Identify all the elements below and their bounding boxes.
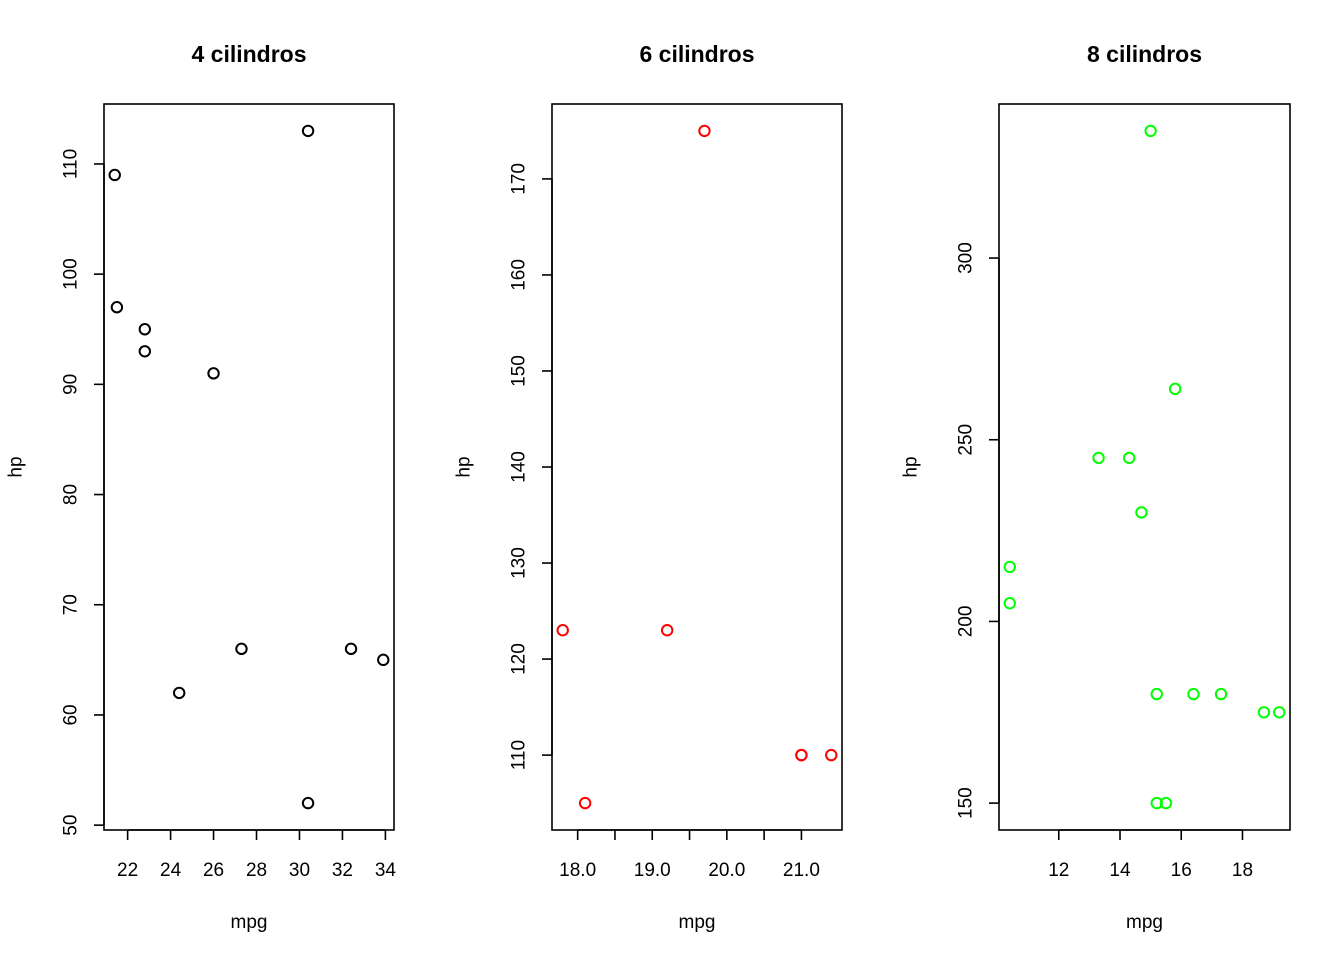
panel-3-data-point xyxy=(1135,506,1148,519)
panel-1-y-tick-label: 50 xyxy=(61,815,82,836)
panel-1-x-axis-label: mpg xyxy=(231,912,268,933)
panel-2-data-point xyxy=(825,748,838,762)
panel-3-plot-box xyxy=(998,103,1291,831)
panel-1-x-tick-label: 30 xyxy=(289,860,310,881)
panel-1-x-tick-label: 22 xyxy=(117,860,138,881)
panel-1-y-axis-label: hp xyxy=(6,456,27,477)
panel-1-y-tick-label: 80 xyxy=(61,484,82,505)
panel-2-x-tick-label: 20.0 xyxy=(708,860,745,881)
panel-3-data-point xyxy=(1150,687,1163,701)
panel-1-plot-box xyxy=(103,103,395,831)
panel-1-x-tick-label: 32 xyxy=(332,860,353,881)
panel-2-y-tick-label: 110 xyxy=(509,740,530,770)
panel-1-data-point xyxy=(138,323,152,336)
panel-3-title: 8 cilindros xyxy=(1087,41,1202,67)
panel-3-data-point xyxy=(1092,451,1105,465)
panel-3-data-point xyxy=(1273,706,1286,719)
panel-2-x-axis-label: mpg xyxy=(679,912,716,933)
panel-1-data-point xyxy=(301,796,315,810)
panel-3-data-point xyxy=(1150,796,1163,810)
panel-2-y-tick-label: 170 xyxy=(509,163,530,195)
panel-1-x-tick-label: 34 xyxy=(375,860,397,881)
panel-1-y-tick-label: 110 xyxy=(61,149,82,179)
panel-2-data-point xyxy=(698,124,711,138)
panel-2-x-tick-label: 19.0 xyxy=(634,860,671,881)
panel-1-x-tick-label: 26 xyxy=(203,860,224,881)
panel-2-data-point xyxy=(795,748,808,762)
panel-2-x-tick-label: 18.0 xyxy=(559,860,596,881)
panel-2-data-point xyxy=(660,624,674,637)
panel-1-data-point xyxy=(172,686,186,700)
panel-1-x-tick-label: 24 xyxy=(160,860,182,881)
panel-3-x-tick-label: 18 xyxy=(1232,860,1253,881)
panel-3-x-axis-label: mpg xyxy=(1126,912,1163,933)
panel-2-x-tick-label: 21.0 xyxy=(783,860,820,881)
panel-3-data-point xyxy=(1187,687,1200,701)
panel-1-data-point xyxy=(207,367,220,380)
panel-1-title: 4 cilindros xyxy=(191,41,306,67)
panel-1-data-point xyxy=(235,642,248,656)
panel-2-y-axis-label: hp xyxy=(454,456,475,477)
panel-1-data-point xyxy=(108,168,121,182)
panel-3-data-point xyxy=(1168,382,1182,396)
panel-3-y-axis-label: hp xyxy=(901,456,922,477)
panel-1-y-tick-label: 60 xyxy=(61,704,82,725)
panel-1: 4 cilindros 22 24 26 28 30 32 34 50 60 70 80 90 100 11… xyxy=(6,41,397,933)
panel-2-y-tick-label: 160 xyxy=(509,259,530,291)
panel-1-data-point xyxy=(110,301,124,314)
panel-3-x-tick-label: 12 xyxy=(1048,860,1069,881)
panel-3-data-point xyxy=(1257,706,1271,719)
panel-2-data-point xyxy=(556,624,569,637)
panel-2-title: 6 cilindros xyxy=(639,41,754,67)
panel-3-data-point xyxy=(1122,451,1136,465)
panel-3-x-tick-label: 14 xyxy=(1109,860,1131,881)
panel-2-y-tick-label: 120 xyxy=(509,643,530,675)
panel-3-data-point xyxy=(1214,687,1228,701)
panel-3-data-point xyxy=(1003,597,1016,610)
panel-1-y-tick-label: 90 xyxy=(61,374,82,395)
panel-3-y-tick-label: 300 xyxy=(956,242,977,274)
panel-1-y-tick-label: 70 xyxy=(61,594,82,615)
panel-1-data-point xyxy=(344,642,358,656)
panel-3-data-point xyxy=(1003,560,1016,574)
panel-2-y-tick-label: 150 xyxy=(509,355,530,387)
panel-1-data-point xyxy=(138,345,152,358)
panel-1-data-point xyxy=(377,653,390,667)
panel-2-data-point xyxy=(578,796,592,810)
panel-2-plot-box xyxy=(551,103,843,831)
panel-3-y-tick-label: 150 xyxy=(956,787,977,819)
panel-1-y-tick-label: 100 xyxy=(61,258,82,290)
panel-3-data-point xyxy=(1144,124,1157,138)
panel-1-data-point xyxy=(301,124,315,138)
panel-3-data-point xyxy=(1159,796,1173,810)
panel-1-x-tick-label: 28 xyxy=(246,860,267,881)
panel-2-y-tick-label: 130 xyxy=(509,547,530,579)
panel-2-y-tick-label: 140 xyxy=(509,451,530,483)
panel-2: 6 cilindros 18.0 19.0 20.0 21.0 110 120 130 140 1… xyxy=(454,41,843,933)
panel-3-y-tick-label: 200 xyxy=(956,606,977,638)
panel-3-x-tick-label: 16 xyxy=(1171,860,1192,881)
panel-3-y-tick-label: 250 xyxy=(956,424,977,456)
panel-3: 8 cilindros 12 14 16 18 150 200 250 300 mpg hp xyxy=(901,41,1291,933)
